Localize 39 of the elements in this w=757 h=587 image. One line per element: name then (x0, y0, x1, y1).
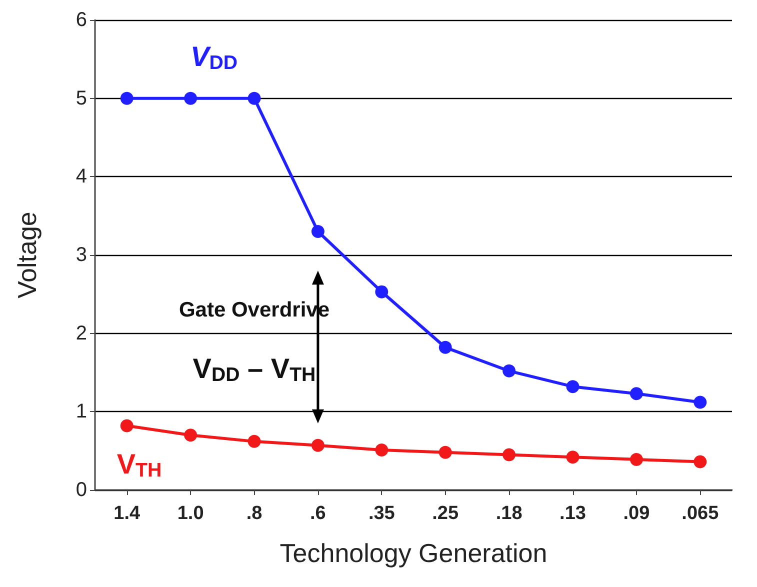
point (438, 340, 452, 354)
point (630, 452, 643, 466)
point (120, 419, 134, 432)
y-tick-label: 1 (76, 400, 87, 423)
point (694, 455, 707, 468)
point (502, 364, 516, 378)
point (375, 444, 388, 457)
point (694, 396, 707, 409)
x-tick-label: .25 (432, 503, 459, 524)
x-tick-label: 1.0 (177, 503, 204, 524)
point (311, 438, 324, 452)
x-tick-label: .065 (682, 503, 720, 524)
point (184, 92, 198, 105)
x-tick-label: .13 (560, 503, 586, 524)
x-tick-label: .35 (368, 503, 396, 524)
x-axis-title: Technology Generation (280, 538, 548, 568)
point (248, 92, 261, 105)
point (502, 448, 516, 462)
point (566, 380, 580, 394)
y-tick-label: 5 (76, 87, 87, 110)
point (248, 434, 261, 448)
x-tick-label: 1.4 (114, 503, 140, 524)
point (184, 428, 198, 442)
y-tick-label: 2 (76, 322, 87, 344)
x-tick-label: .18 (496, 503, 522, 524)
point (311, 225, 324, 238)
point (375, 285, 388, 298)
point (566, 450, 580, 464)
y-tick-label: 0 (76, 479, 87, 501)
x-tick-label: .6 (310, 503, 326, 524)
x-tick-label: .09 (623, 503, 650, 524)
point (438, 446, 452, 459)
y-tick-label: 6 (76, 9, 87, 31)
point (630, 387, 643, 400)
point (120, 92, 134, 105)
x-tick-label: .8 (246, 503, 262, 524)
y-axis-title: Voltage (12, 212, 42, 298)
y-tick-label: 4 (76, 166, 87, 188)
y-tick-label: 3 (76, 244, 87, 266)
